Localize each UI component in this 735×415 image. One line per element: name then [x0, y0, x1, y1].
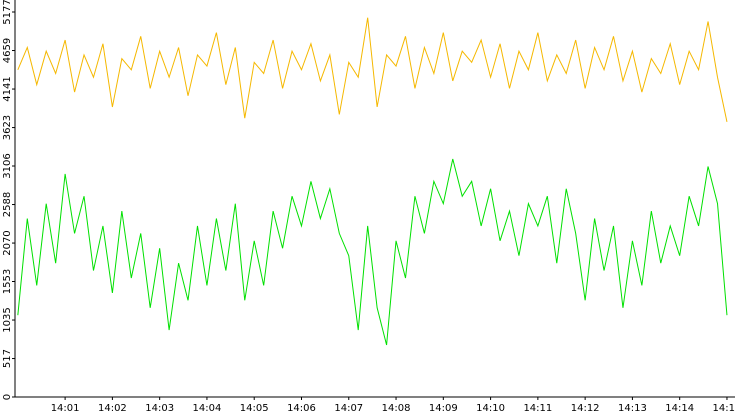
x-tick-label: 14:03	[145, 403, 174, 414]
x-tick-label: 14:05	[240, 403, 269, 414]
x-tick-label: 14:07	[334, 403, 363, 414]
y-tick-label: 4141	[2, 76, 13, 101]
x-tick-label: 14:04	[193, 403, 222, 414]
x-tick-label: 14:02	[98, 403, 127, 414]
x-tick-label: 14:06	[287, 403, 316, 414]
y-tick-label: 3106	[2, 153, 13, 178]
x-tick-label: 14:09	[429, 403, 458, 414]
y-tick-label: 1035	[2, 307, 13, 332]
y-tick-label: 2070	[2, 230, 13, 255]
y-tick-label: 0	[2, 394, 13, 400]
y-tick-label: 5177	[2, 0, 13, 25]
x-tick-label: 14:10	[476, 403, 505, 414]
x-tick-label: 14:14	[665, 403, 694, 414]
y-tick-label: 2588	[2, 192, 13, 217]
x-tick-label: 14:12	[571, 403, 600, 414]
y-tick-label: 1553	[2, 269, 13, 294]
x-tick-label: 14:01	[51, 403, 80, 414]
series-line	[17, 17, 728, 122]
x-tick-label: 14:11	[523, 403, 552, 414]
x-tick-label: 14:15	[713, 403, 735, 414]
y-tick-label: 3623	[2, 115, 13, 140]
series-line	[17, 158, 728, 346]
y-tick-label: 517	[2, 349, 13, 368]
x-tick-label: 14:13	[618, 403, 647, 414]
x-tick-label: 14:08	[382, 403, 411, 414]
y-tick-label: 4659	[2, 38, 13, 63]
